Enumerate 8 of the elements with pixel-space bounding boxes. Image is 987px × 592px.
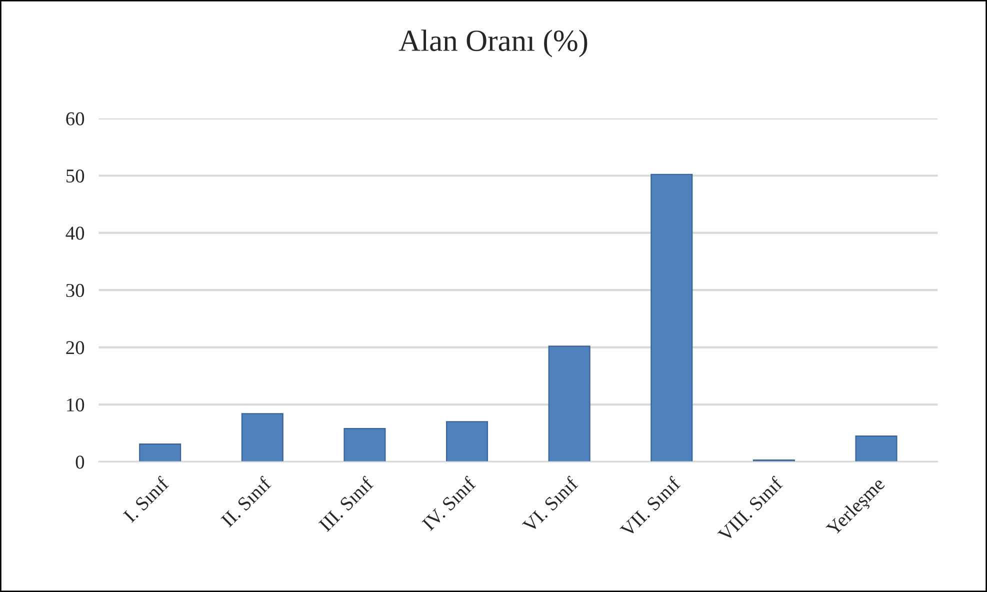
- y-tick-label: 20: [66, 341, 84, 354]
- y-tick-label: 0: [76, 456, 84, 469]
- y-tick-label: 50: [66, 169, 84, 183]
- y-tick-label: 10: [67, 398, 84, 412]
- chart-title: Alan Oranı (%): [398, 30, 588, 58]
- y-tick-label: 30: [66, 284, 84, 298]
- y-tick-label: 60: [66, 112, 84, 126]
- y-tick-label: 40: [66, 226, 84, 240]
